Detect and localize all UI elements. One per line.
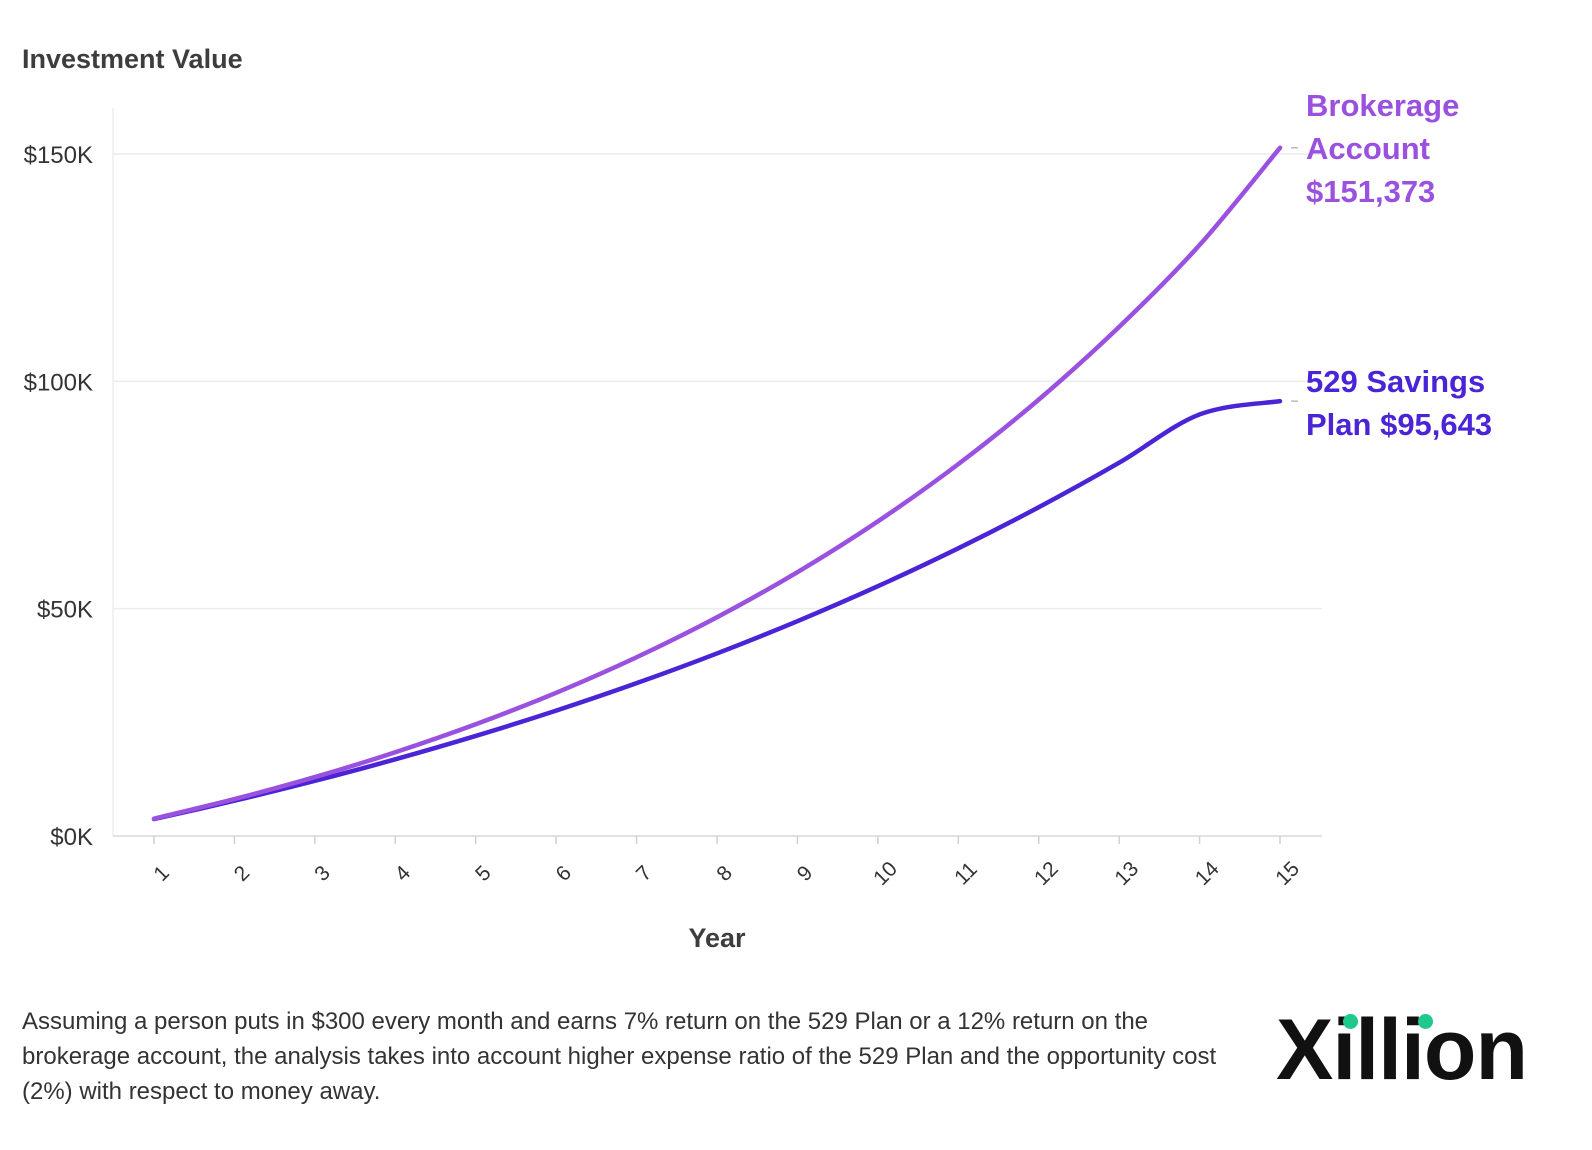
y-axis-title: Investment Value bbox=[22, 44, 243, 74]
logo-text: Xillion bbox=[1276, 1002, 1528, 1098]
end-label-529: 529 Savings bbox=[1306, 364, 1485, 399]
series-line-brokerage bbox=[151, 145, 1283, 821]
x-tick-label: 15 bbox=[1271, 857, 1304, 890]
chart-caption: Assuming a person puts in $300 every mon… bbox=[22, 1008, 1217, 1105]
x-tick-label: 9 bbox=[793, 861, 818, 886]
x-tick-label: 8 bbox=[712, 861, 737, 886]
x-tick-label: 11 bbox=[950, 858, 982, 890]
y-tick-label: $0K bbox=[50, 824, 93, 851]
logo-dot-1 bbox=[1343, 1014, 1358, 1029]
x-tick-label: 6 bbox=[552, 861, 577, 886]
series-line-529 bbox=[151, 398, 1283, 822]
y-tick-label: $150K bbox=[24, 142, 93, 169]
end-label-brokerage: Brokerage bbox=[1306, 88, 1459, 123]
end-label-brokerage: $151,373 bbox=[1306, 174, 1435, 209]
x-tick-label: 4 bbox=[391, 861, 416, 886]
x-tick-label: 3 bbox=[310, 861, 335, 886]
x-tick-label: 10 bbox=[869, 857, 902, 890]
x-tick-label: 2 bbox=[230, 861, 255, 886]
x-axis-title: Year bbox=[688, 923, 746, 953]
logo-dot-2 bbox=[1418, 1014, 1433, 1029]
x-tick-label: 12 bbox=[1030, 857, 1063, 890]
end-label-529: Plan $95,643 bbox=[1306, 407, 1492, 442]
xillion-logo: Xillion bbox=[1276, 1002, 1576, 1098]
y-tick-label: $50K bbox=[37, 597, 93, 624]
x-tick-label: 1 bbox=[149, 861, 174, 886]
end-label-brokerage: Account bbox=[1306, 131, 1430, 166]
x-tick-label: 5 bbox=[471, 861, 496, 886]
x-tick-label: 7 bbox=[632, 861, 657, 886]
x-tick-label: 13 bbox=[1110, 857, 1143, 890]
x-tick-label: 14 bbox=[1191, 857, 1224, 890]
y-tick-label: $100K bbox=[24, 369, 93, 396]
